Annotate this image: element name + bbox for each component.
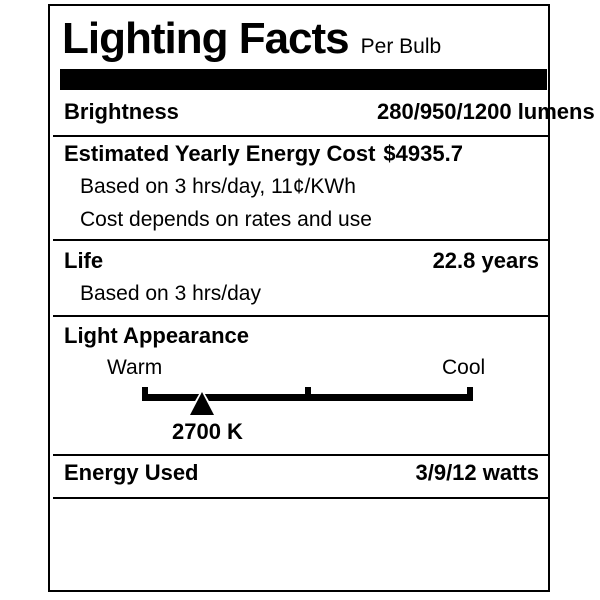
lighting-facts-label: Lighting Facts Per Bulb Brightness 280/9… [48, 4, 595, 592]
life-note: Based on 3 hrs/day [80, 282, 261, 305]
energy-cost-value: $4935.7 [383, 141, 463, 166]
life-label: Life [64, 248, 104, 273]
brightness-value: 280/950/1200 lumens [377, 99, 595, 124]
scale-tick-middle [304, 387, 311, 401]
energy-used-value: 3/9/12 watts [415, 460, 539, 485]
divider [53, 239, 549, 241]
divider [53, 315, 549, 317]
energy-cost-label: Estimated Yearly Energy Cost [64, 141, 376, 166]
brightness-label: Brightness [64, 99, 179, 124]
light-appearance-label: Light Appearance [64, 323, 249, 348]
label-header: Lighting Facts Per Bulb [62, 14, 441, 64]
divider [53, 454, 549, 456]
color-temp-scale [142, 387, 473, 415]
energy-cost-note-2: Cost depends on rates and use [80, 208, 372, 231]
header-separator-bar [60, 69, 547, 90]
energy-cost-row: Estimated Yearly Energy Cost $4935.7 [64, 139, 463, 169]
life-value: 22.8 years [432, 248, 539, 273]
scale-tick-right [467, 387, 473, 401]
label-subtitle: Per Bulb [360, 35, 442, 58]
divider [53, 497, 549, 499]
cool-label: Cool [442, 356, 486, 379]
scale-tick-left [142, 387, 148, 401]
energy-used-label: Energy Used [64, 460, 199, 485]
kelvin-value: 2700 K [172, 419, 243, 444]
energy-cost-note-1: Based on 3 hrs/day, 11¢/KWh [80, 175, 356, 198]
divider [53, 135, 549, 137]
triangle-marker-icon [189, 392, 214, 415]
label-title: Lighting Facts [62, 14, 350, 63]
warm-label: Warm [107, 356, 163, 379]
